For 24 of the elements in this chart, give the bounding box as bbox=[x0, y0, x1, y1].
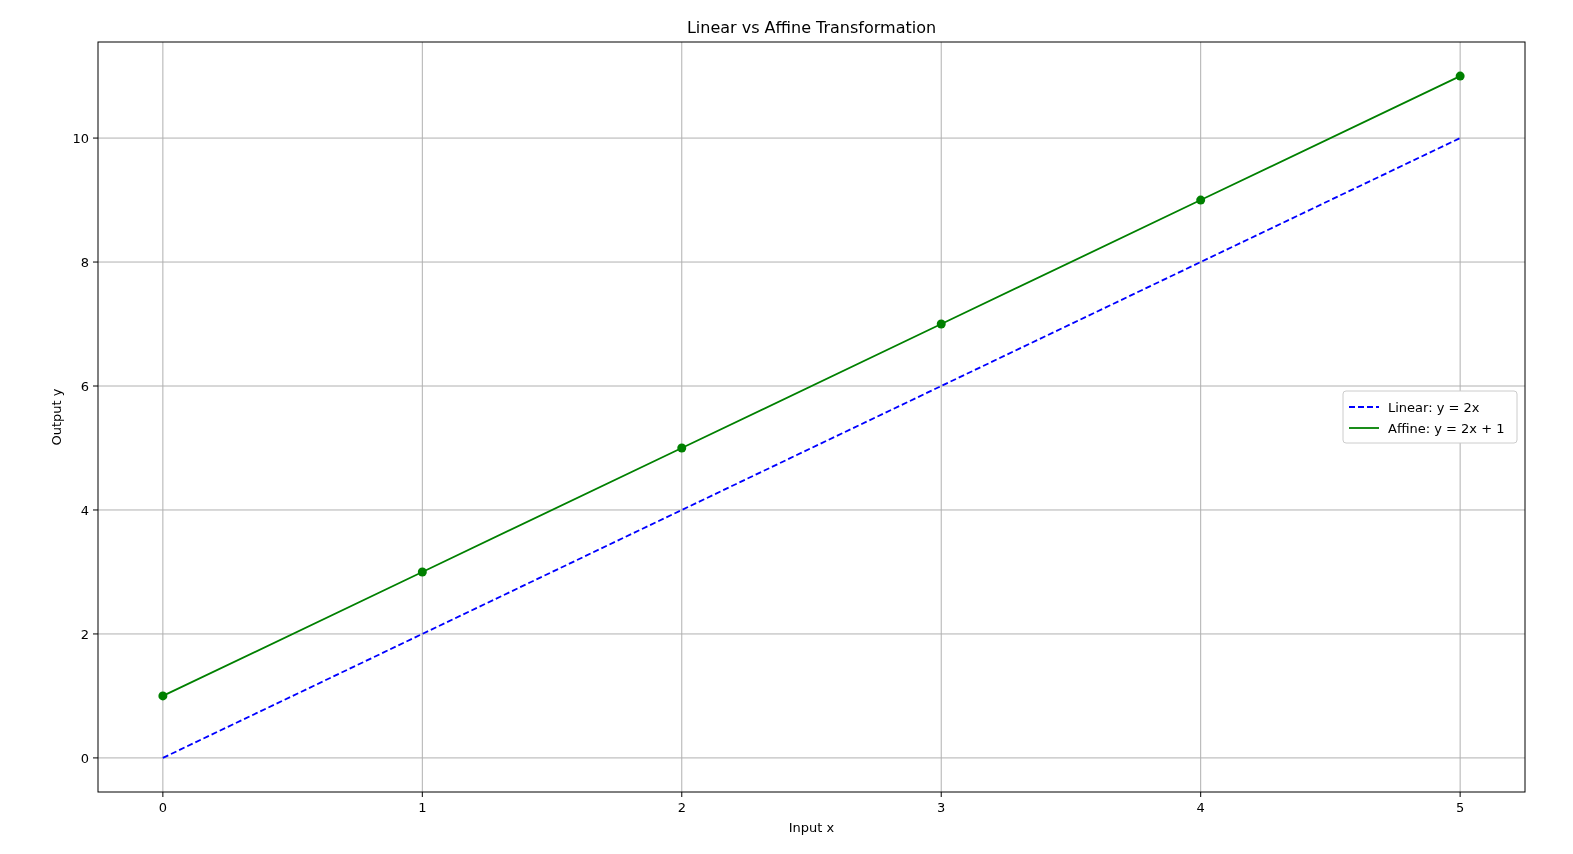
legend-label: Linear: y = 2x bbox=[1388, 400, 1480, 415]
x-tick-label: 4 bbox=[1196, 800, 1205, 815]
y-tick-label: 4 bbox=[80, 502, 89, 518]
y-tick-label: 0 bbox=[80, 750, 89, 766]
x-tick-label: 3 bbox=[937, 800, 946, 815]
x-axis-title: Input x bbox=[788, 820, 835, 835]
x-tick-label: 1 bbox=[418, 800, 427, 815]
point bbox=[936, 319, 946, 329]
chart-title: Linear vs Affine Transformation bbox=[686, 18, 937, 37]
y-tick-label: 2 bbox=[80, 626, 89, 642]
legend-label: Affine: y = 2x + 1 bbox=[1388, 421, 1505, 436]
point bbox=[158, 691, 168, 701]
y-tick-label: 10 bbox=[72, 131, 89, 147]
point bbox=[1196, 195, 1206, 205]
y-axis-title: Output y bbox=[49, 388, 64, 446]
x-tick-label: 2 bbox=[677, 800, 686, 815]
point bbox=[417, 567, 427, 577]
point bbox=[1455, 71, 1465, 81]
x-tick-label: 0 bbox=[158, 800, 167, 815]
y-tick-label: 6 bbox=[80, 379, 89, 395]
x-tick-label: 5 bbox=[1456, 800, 1465, 815]
y-tick-label: 8 bbox=[80, 255, 89, 271]
line-series bbox=[161, 137, 1462, 759]
point bbox=[677, 443, 687, 453]
